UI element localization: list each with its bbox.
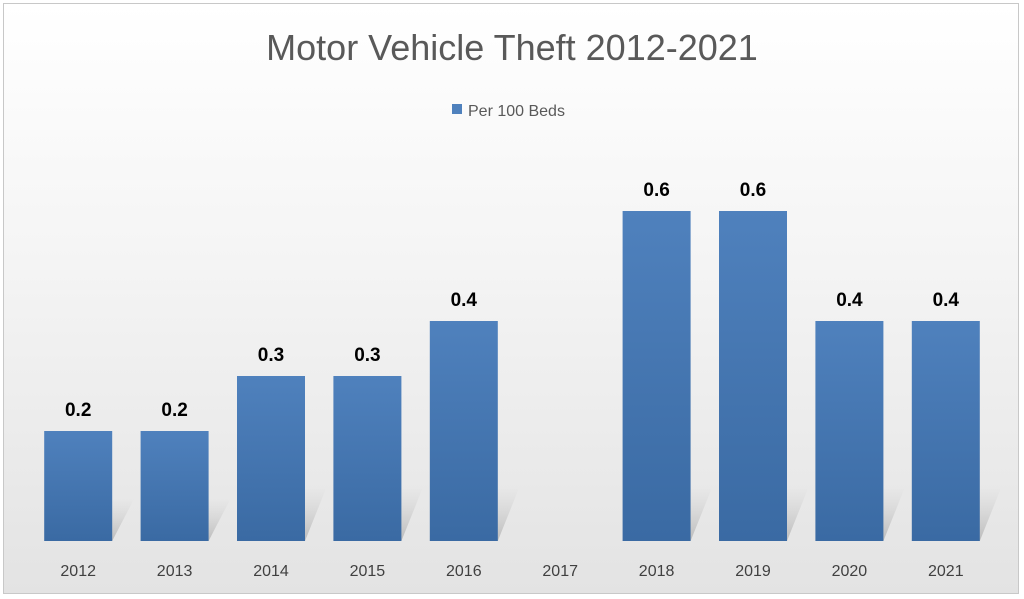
chart-title: Motor Vehicle Theft 2012-2021 bbox=[266, 27, 758, 68]
data-label-2016: 0.4 bbox=[451, 290, 478, 311]
x-tick-label: 2017 bbox=[542, 563, 578, 580]
bar-2012 bbox=[44, 431, 113, 541]
x-tick-label: 2020 bbox=[832, 563, 868, 580]
x-tick-label: 2021 bbox=[928, 563, 964, 580]
bar-2018 bbox=[622, 211, 691, 541]
legend: Per 100 Beds bbox=[452, 103, 565, 120]
x-tick-label: 2012 bbox=[60, 563, 96, 580]
data-label-2021: 0.4 bbox=[933, 290, 960, 311]
data-label-2019: 0.6 bbox=[740, 180, 766, 201]
legend-label: Per 100 Beds bbox=[468, 103, 565, 120]
x-tick-label: 2014 bbox=[253, 563, 289, 580]
x-tick-label: 2015 bbox=[350, 563, 386, 580]
data-label-2015: 0.3 bbox=[354, 345, 380, 366]
data-label-2020: 0.4 bbox=[836, 290, 863, 311]
bars bbox=[44, 211, 980, 541]
bar-2016 bbox=[429, 321, 498, 541]
bar-2013 bbox=[140, 431, 209, 541]
x-tick-label: 2016 bbox=[446, 563, 482, 580]
data-label-2013: 0.2 bbox=[161, 400, 187, 421]
bar-2021 bbox=[911, 321, 980, 541]
bar-2020 bbox=[815, 321, 884, 541]
x-tick-label: 2013 bbox=[157, 563, 193, 580]
x-tick-label: 2019 bbox=[735, 563, 771, 580]
data-label-2014: 0.3 bbox=[258, 345, 284, 366]
legend-swatch bbox=[452, 104, 462, 114]
data-label-2012: 0.2 bbox=[65, 400, 91, 421]
bar-2019 bbox=[719, 211, 787, 541]
data-label-2018: 0.6 bbox=[643, 180, 669, 201]
x-axis-tick-labels: 2012 2013 2014 2015 2016 2017 2018 2019 2020 2021 bbox=[60, 563, 963, 580]
bar-2014 bbox=[237, 376, 305, 541]
data-labels: 0.2 0.2 0.3 0.3 0.4 0.6 0.6 0.4 0.4 bbox=[65, 180, 959, 421]
x-tick-label: 2018 bbox=[639, 563, 675, 580]
bar-2015 bbox=[333, 376, 402, 541]
